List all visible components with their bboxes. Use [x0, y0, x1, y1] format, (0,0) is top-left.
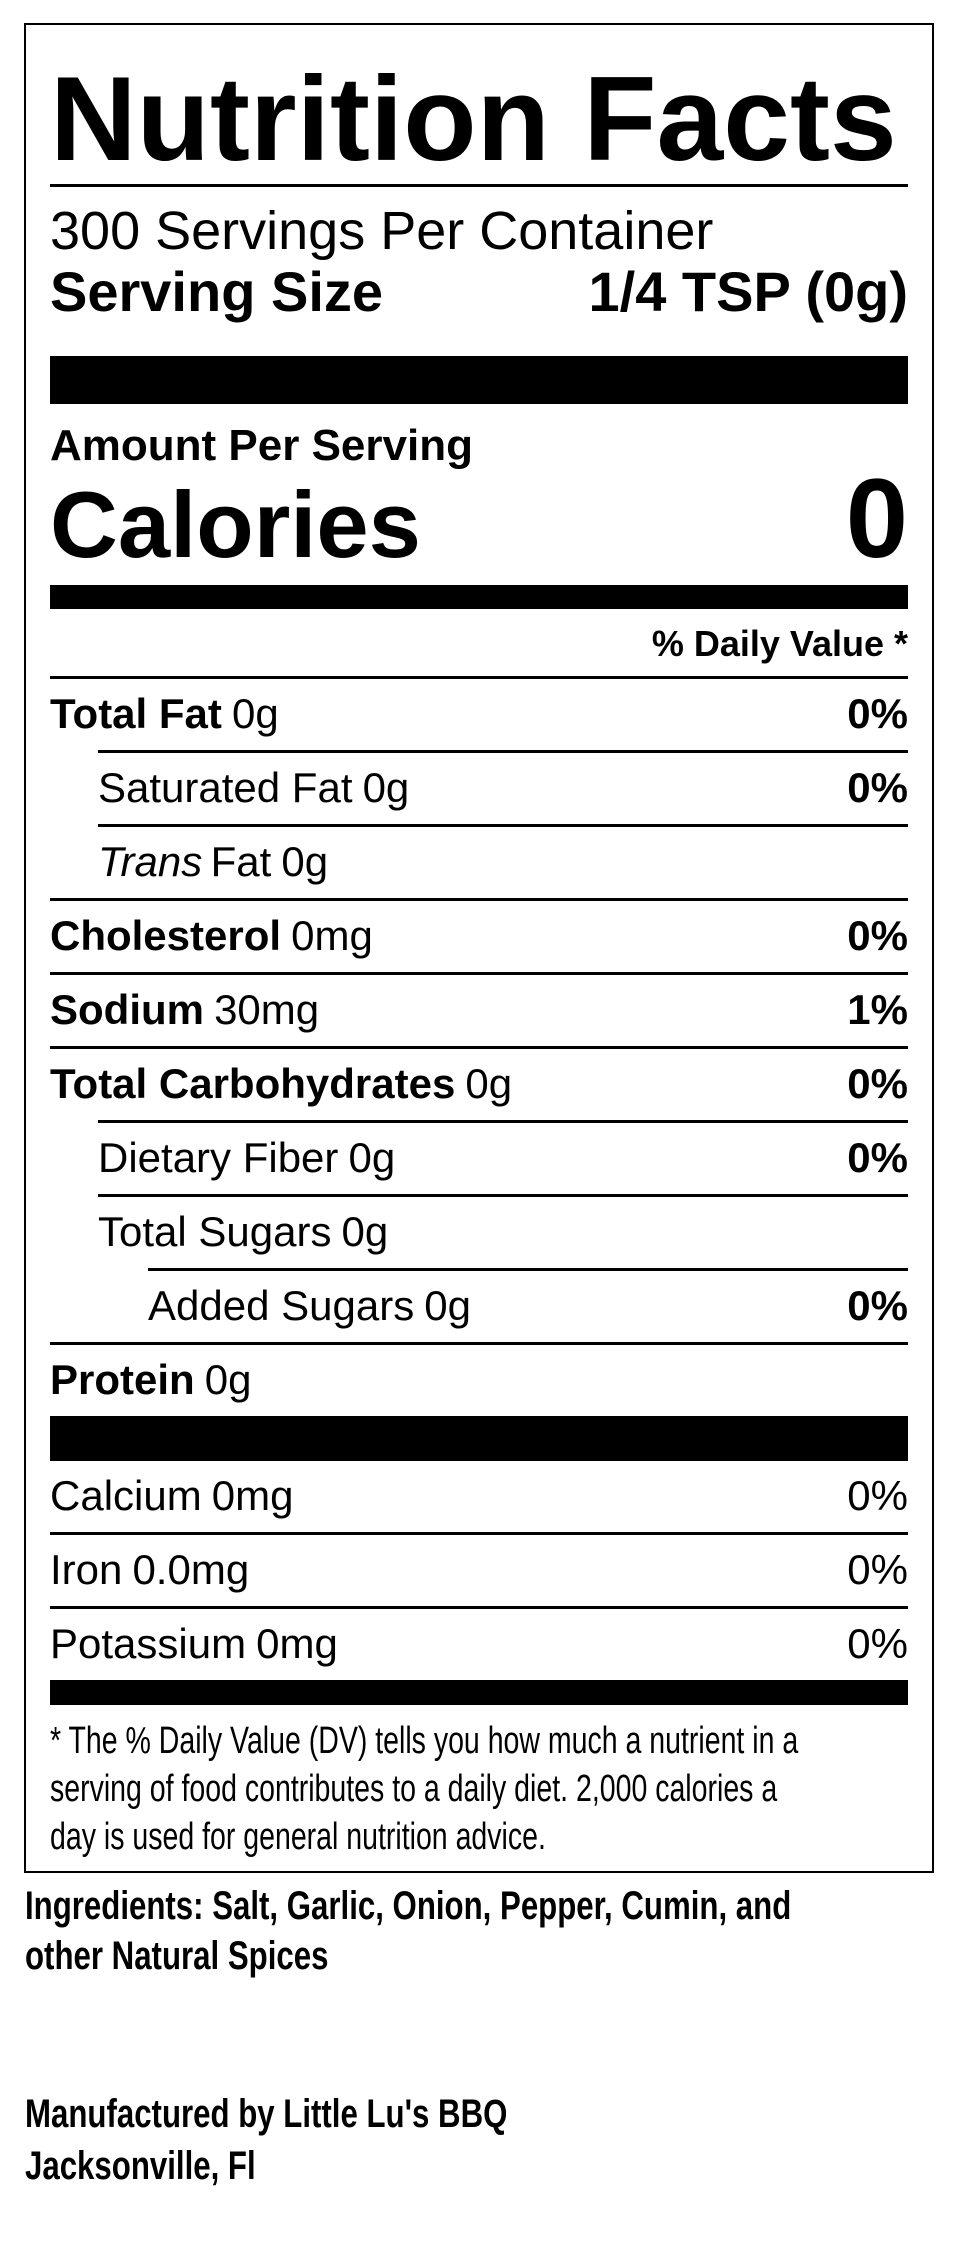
nutrient-daily-value: 0%	[847, 1060, 908, 1107]
nutrient-row: Potassium 0mg 0%	[50, 1606, 908, 1680]
ingredients-text: Ingredients: Salt, Garlic, Onion, Pepper…	[25, 1881, 960, 1981]
ingredients-line: other Natural Spices	[25, 1934, 329, 1978]
nutrient-daily-value: 0%	[847, 1620, 908, 1667]
calories-value: 0	[845, 456, 908, 581]
nutrient-daily-value: 0%	[847, 690, 908, 737]
label-title: Nutrition Facts	[50, 52, 897, 186]
footnote-line: serving of food contributes to a daily d…	[50, 1768, 778, 1810]
nutrient-name-amount: Potassium 0mg	[50, 1620, 338, 1667]
nutrient-row: Cholesterol 0mg 0%	[50, 898, 908, 972]
nutrient-name-amount: Cholesterol 0mg	[50, 912, 373, 959]
divider-bar-thick	[50, 356, 908, 404]
divider-bar-after-protein	[50, 1416, 908, 1461]
nutrient-rows: Total Fat 0g 0% Saturated Fat 0g 0% Trans F…	[50, 676, 908, 1416]
manufacturer-line: Manufactured by Little Lu's BBQ	[25, 2092, 508, 2136]
amount-per-serving-label: Amount Per Serving	[50, 421, 473, 470]
nutrient-name-amount: Sodium 30mg	[50, 986, 320, 1033]
footnote-line: day is used for general nutrition advice…	[50, 1816, 546, 1858]
nutrient-daily-value: 0%	[847, 1546, 908, 1593]
servings-per-container: 300 Servings Per Container	[50, 201, 714, 261]
nutrient-row: Protein 0g	[50, 1342, 908, 1416]
serving-size-row: Serving Size 1/4 TSP (0g)	[50, 261, 908, 323]
nutrient-row: Sodium 30mg 1%	[50, 972, 908, 1046]
nutrient-row: Trans Fat 0g	[98, 824, 908, 898]
nutrient-name-amount: Protein 0g	[50, 1356, 252, 1403]
title-rule	[50, 184, 908, 187]
nutrient-name-amount: Total Carbohydrates 0g	[50, 1060, 513, 1107]
nutrient-daily-value: 0%	[847, 1282, 908, 1329]
daily-value-footnote: * The % Daily Value (DV) tells you how m…	[50, 1717, 908, 1861]
nutrient-row: Dietary Fiber 0g 0%	[98, 1120, 908, 1194]
nutrient-daily-value: 0%	[847, 1134, 908, 1181]
nutrient-row: Calcium 0mg 0%	[50, 1461, 908, 1532]
daily-value-header: % Daily Value *	[651, 623, 908, 664]
nutrient-row: Total Sugars 0g	[98, 1194, 908, 1268]
calories-row: Calories 0	[50, 456, 908, 581]
nutrient-name-amount: Trans Fat 0g	[98, 838, 329, 885]
manufacturer-line: Jacksonville, Fl	[25, 2144, 256, 2188]
divider-bar-medium	[50, 585, 908, 609]
nutrient-name-amount: Dietary Fiber 0g	[98, 1134, 396, 1181]
ingredients-line: Ingredients: Salt, Garlic, Onion, Pepper…	[25, 1884, 792, 1928]
nutrient-name-amount: Saturated Fat 0g	[98, 764, 410, 811]
nutrient-row: Total Fat 0g 0%	[50, 676, 908, 750]
nutrient-daily-value: 0%	[847, 912, 908, 959]
nutrient-row: Total Carbohydrates 0g 0%	[50, 1046, 908, 1120]
footnote-line: * The % Daily Value (DV) tells you how m…	[50, 1720, 799, 1762]
serving-size-value: 1/4 TSP (0g)	[588, 260, 908, 323]
mineral-rows: Calcium 0mg 0% Iron 0.0mg 0% Potassium 0mg …	[50, 1461, 908, 1680]
nutrient-name-amount: Calcium 0mg	[50, 1472, 294, 1519]
nutrient-name-amount: Added Sugars 0g	[148, 1282, 471, 1329]
nutrient-name-amount: Iron 0.0mg	[50, 1546, 250, 1593]
calories-label: Calories	[50, 472, 421, 577]
nutrient-daily-value: 0%	[847, 764, 908, 811]
nutrient-name-amount: Total Fat 0g	[50, 690, 279, 737]
nutrition-facts-label: Nutrition Facts 300 Servings Per Contain…	[24, 23, 934, 1873]
nutrient-name-amount: Total Sugars 0g	[98, 1208, 389, 1255]
serving-size-label: Serving Size	[50, 260, 384, 323]
nutrient-row: Iron 0.0mg 0%	[50, 1532, 908, 1606]
nutrient-row: Added Sugars 0g 0%	[148, 1268, 908, 1342]
nutrient-daily-value: 0%	[847, 1472, 908, 1519]
nutrient-row: Saturated Fat 0g 0%	[98, 750, 908, 824]
manufacturer-text: Manufactured by Little Lu's BBQ Jacksonv…	[25, 2088, 960, 2192]
nutrient-daily-value: 1%	[847, 986, 908, 1033]
divider-bar-bottom	[50, 1680, 908, 1705]
